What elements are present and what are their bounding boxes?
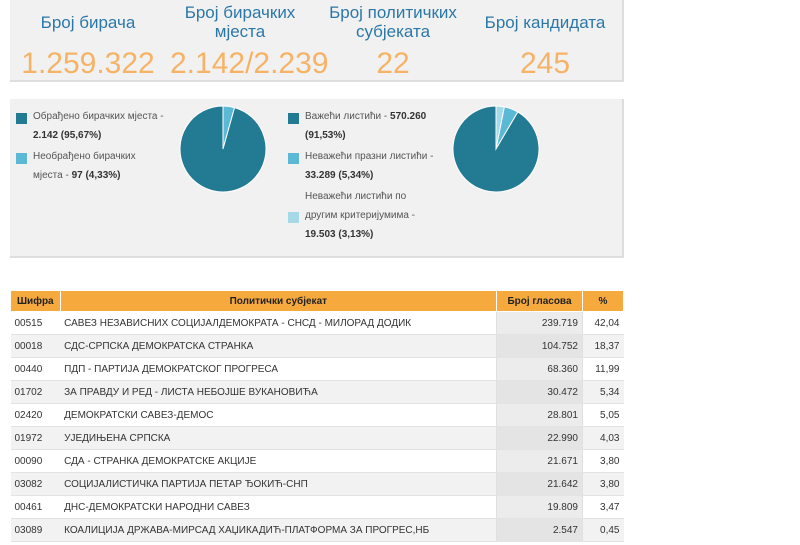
stat-voters: Број бирача 1.259.322 bbox=[18, 0, 158, 80]
cell-party: СДС-СРПСКА ДЕМОКРАТСКА СТРАНКА bbox=[60, 334, 497, 358]
cell-votes: 68.360 bbox=[496, 357, 583, 381]
cell-pct: 3,47 bbox=[582, 495, 624, 519]
table-row: 00461 ДНС-ДЕМОКРАТСКИ НАРОДНИ САВЕЗ 19.809… bbox=[10, 495, 624, 519]
table-row: 03082 СОЦИЈАЛИСТИЧКА ПАРТИЈА ПЕТАР ЂОКИЋ-… bbox=[10, 472, 624, 496]
stat-label: Број бирачких мјеста bbox=[184, 3, 296, 41]
stats-panel: Број бирача 1.259.322 Број бирачких мјес… bbox=[10, 0, 624, 82]
cell-pct: 18,37 bbox=[582, 334, 624, 358]
cell-votes: 2.547 bbox=[496, 518, 583, 542]
cell-pct: 0,45 bbox=[582, 518, 624, 542]
legend-value: 33.289 (5,34%) bbox=[305, 170, 374, 181]
header-votes[interactable]: Број гласова bbox=[496, 290, 583, 312]
stat-value: 2.142/2.239 bbox=[170, 47, 329, 80]
stat-label: Број кандидата bbox=[484, 12, 606, 32]
legend-unprocessed: Необрађено бирачких мјеста - 97 (4,33%) bbox=[16, 147, 176, 185]
stat-candidates: Број кандидата 245 bbox=[475, 0, 615, 80]
cell-pct: 3,80 bbox=[582, 472, 624, 496]
cell-pct: 5,34 bbox=[582, 380, 624, 404]
cell-code: 00440 bbox=[10, 357, 61, 381]
legend-label: Необрађено бирачких bbox=[33, 151, 136, 162]
table-row: 00515 САВЕЗ НЕЗАВИСНИХ СОЦИЈАЛДЕМОКРАТА -… bbox=[10, 311, 624, 335]
pie-slice bbox=[179, 105, 267, 193]
legend-value: 570.260 bbox=[390, 111, 427, 122]
legend-swatch bbox=[288, 153, 299, 164]
stat-political-entities: Број политичких субјеката 22 bbox=[323, 0, 463, 80]
cell-code: 03082 bbox=[10, 472, 61, 496]
cell-pct: 3,80 bbox=[582, 449, 624, 473]
pies-panel: Обрађено бирачких мјеста - 2.142 (95,67%… bbox=[10, 99, 624, 258]
stat-value: 245 bbox=[519, 47, 571, 80]
cell-votes: 28.801 bbox=[496, 403, 583, 427]
cell-party: КОАЛИЦИЈА ДРЖАВА-МИРСАД ХАЏИКАДИЋ-ПЛАТФО… bbox=[60, 518, 497, 542]
results-table: Шифра Политички субјекат Број гласова % … bbox=[10, 290, 624, 542]
cell-votes: 21.671 bbox=[496, 449, 583, 473]
cell-party: САВЕЗ НЕЗАВИСНИХ СОЦИЈАЛДЕМОКРАТА - СНСД… bbox=[60, 311, 497, 335]
header-pct[interactable]: % bbox=[582, 290, 624, 312]
table-row: 01702 ЗА ПРАВДУ И РЕД - ЛИСТА НЕБОЈШЕ ВУК… bbox=[10, 380, 624, 404]
table-row: 02420 ДЕМОКРАТСКИ САВЕЗ-ДЕМОС 28.801 5,05 bbox=[10, 403, 624, 427]
stat-label: Број бирача bbox=[40, 12, 136, 32]
polling-stations-pie bbox=[179, 105, 267, 193]
legend-swatch bbox=[288, 113, 299, 124]
table-row: 01972 УЈЕДИЊЕНА СРПСКА 22.990 4,03 bbox=[10, 426, 624, 450]
cell-code: 02420 bbox=[10, 403, 61, 427]
cell-votes: 104.752 bbox=[496, 334, 583, 358]
cell-pct: 5,05 bbox=[582, 403, 624, 427]
cell-party: СДА - СТРАНКА ДЕМОКРАТСКЕ АКЦИЈЕ bbox=[60, 449, 497, 473]
cell-party: ДЕМОКРАТСКИ САВЕЗ-ДЕМОС bbox=[60, 403, 497, 427]
legend-value: 19.503 (3,13%) bbox=[305, 229, 374, 240]
ballots-pie bbox=[452, 105, 540, 193]
cell-votes: 21.642 bbox=[496, 472, 583, 496]
cell-code: 01972 bbox=[10, 426, 61, 450]
table-row: 00090 СДА - СТРАНКА ДЕМОКРАТСКЕ АКЦИЈЕ 21.… bbox=[10, 449, 624, 473]
legend-invalid-empty: Неважећи празни листићи - 33.289 (5,34%) bbox=[288, 147, 448, 185]
cell-pct: 4,03 bbox=[582, 426, 624, 450]
cell-votes: 19.809 bbox=[496, 495, 583, 519]
legend-processed: Обрађено бирачких мјеста - 2.142 (95,67%… bbox=[16, 107, 176, 145]
legend-label: мјеста - bbox=[33, 170, 69, 181]
table-row: 00440 ПДП - ПАРТИЈА ДЕМОКРАТСКОГ ПРОГРЕСА… bbox=[10, 357, 624, 381]
legend-label: Важећи листићи - bbox=[305, 111, 388, 122]
cell-party: СОЦИЈАЛИСТИЧКА ПАРТИЈА ПЕТАР ЂОКИЋ-СНП bbox=[60, 472, 497, 496]
legend-label: другим критеријумима - bbox=[305, 210, 415, 221]
legend-swatch bbox=[16, 113, 27, 124]
cell-votes: 22.990 bbox=[496, 426, 583, 450]
stat-value: 22 bbox=[376, 47, 410, 80]
legend-value: 2.142 (95,67%) bbox=[33, 130, 102, 141]
stat-label: Број политичких субјеката bbox=[329, 3, 457, 41]
cell-party: УЈЕДИЊЕНА СРПСКА bbox=[60, 426, 497, 450]
legend-label: Обрађено бирачких мјеста - bbox=[33, 111, 164, 122]
legend-value: 97 (4,33%) bbox=[71, 170, 121, 181]
cell-pct: 11,99 bbox=[582, 357, 624, 381]
cell-party: ДНС-ДЕМОКРАТСКИ НАРОДНИ САВЕЗ bbox=[60, 495, 497, 519]
cell-pct: 42,04 bbox=[582, 311, 624, 335]
pie-slice bbox=[452, 105, 540, 193]
cell-code: 01702 bbox=[10, 380, 61, 404]
cell-party: ПДП - ПАРТИЈА ДЕМОКРАТСКОГ ПРОГРЕСА bbox=[60, 357, 497, 381]
legend-swatch bbox=[288, 212, 299, 223]
legend-label: Неважећи празни листићи - bbox=[305, 151, 434, 162]
cell-votes: 30.472 bbox=[496, 380, 583, 404]
legend-label: Неважећи листићи по bbox=[305, 191, 407, 202]
table-row: 03089 КОАЛИЦИЈА ДРЖАВА-МИРСАД ХАЏИКАДИЋ-П… bbox=[10, 518, 624, 542]
header-code[interactable]: Шифра bbox=[10, 290, 61, 312]
header-party[interactable]: Политички субјекат bbox=[59, 290, 498, 312]
legend-value: (91,53%) bbox=[305, 130, 346, 141]
table-row: 00018 СДС-СРПСКА ДЕМОКРАТСКА СТРАНКА 104.7… bbox=[10, 334, 624, 358]
cell-party: ЗА ПРАВДУ И РЕД - ЛИСТА НЕБОЈШЕ ВУКАНОВИ… bbox=[60, 380, 497, 404]
cell-code: 00018 bbox=[10, 334, 61, 358]
legend-valid-ballots: Важећи листићи - 570.260 (91,53%) bbox=[288, 107, 448, 145]
cell-code: 00515 bbox=[10, 311, 61, 335]
stat-polling-stations: Број бирачких мјеста 2.142/2.239 bbox=[170, 0, 329, 80]
legend-swatch bbox=[16, 153, 27, 164]
table-header-row: Шифра Политички субјекат Број гласова % bbox=[10, 290, 624, 312]
cell-code: 00090 bbox=[10, 449, 61, 473]
cell-votes: 239.719 bbox=[496, 311, 583, 335]
cell-code: 00461 bbox=[10, 495, 61, 519]
stat-value: 1.259.322 bbox=[21, 47, 155, 80]
cell-code: 03089 bbox=[10, 518, 61, 542]
legend-invalid-other: Неважећи листићи по другим критеријумима… bbox=[288, 187, 448, 244]
